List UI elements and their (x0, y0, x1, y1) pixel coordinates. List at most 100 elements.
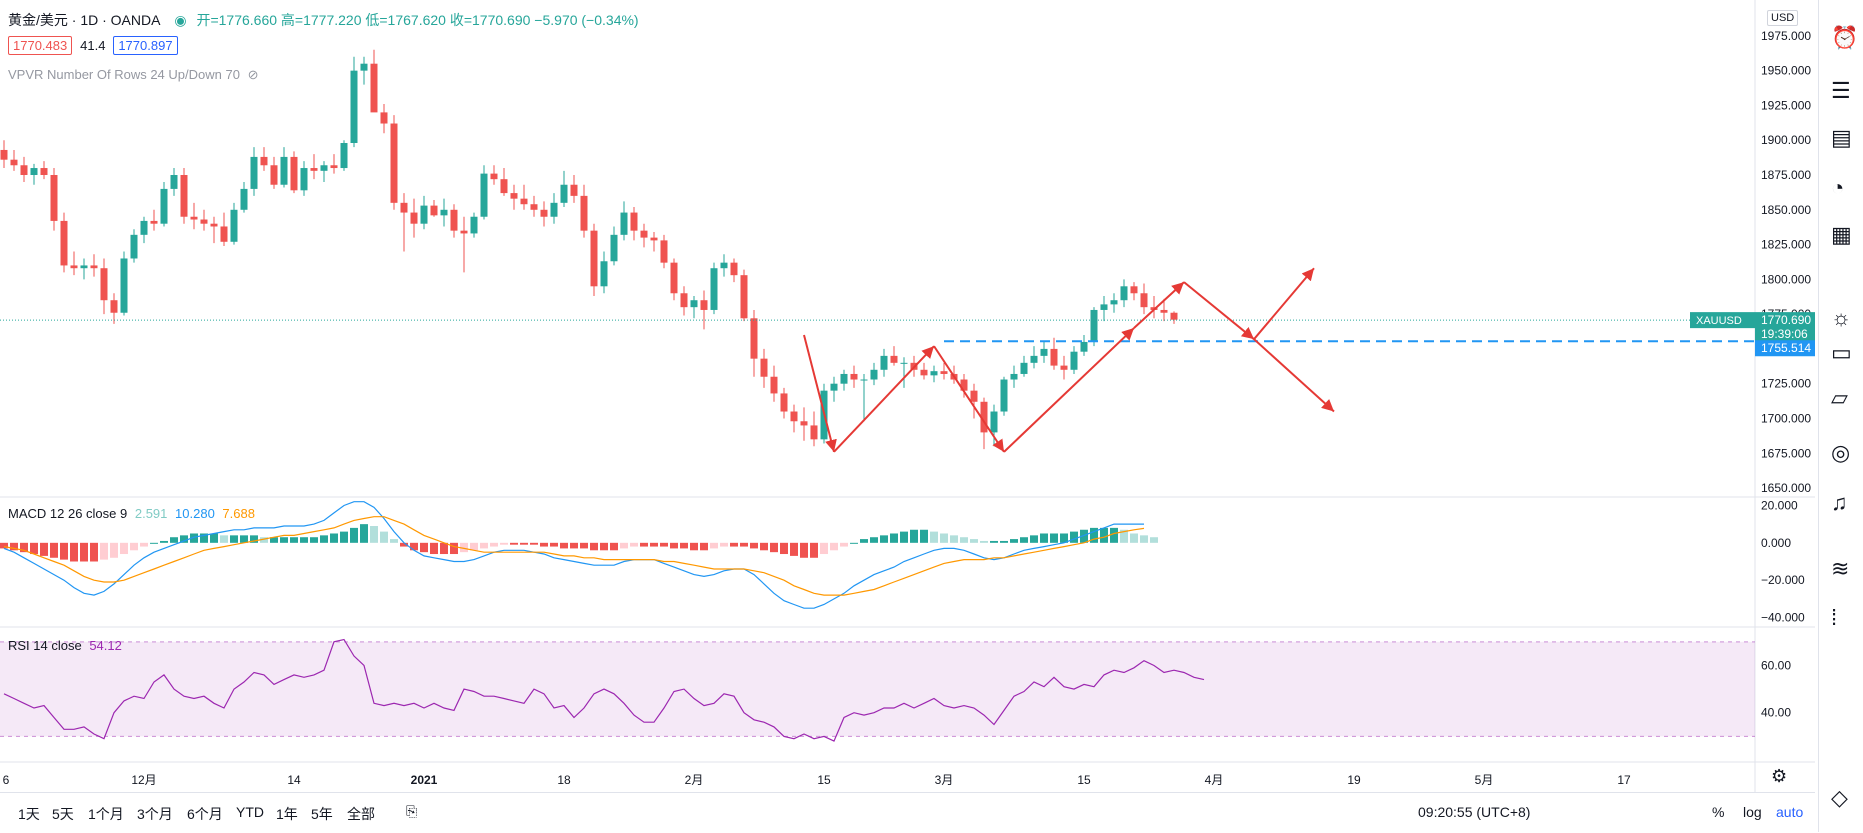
ohlc-values: 开=1776.660 高=1777.220 低=1767.620 收=1770.… (196, 12, 639, 28)
range-button-3[interactable]: 3个月 (137, 806, 173, 822)
candle-body (670, 262, 678, 294)
rsi-value: 54.12 (89, 638, 122, 653)
auto-toggle[interactable]: auto (1776, 804, 1804, 820)
date-range-icon[interactable]: ⎘ (406, 803, 418, 819)
ideas-icon[interactable]: ☼ (1831, 305, 1852, 330)
macd-histogram-bar (190, 533, 198, 543)
signal-icon[interactable]: ≋ (1831, 556, 1850, 581)
macd-name[interactable]: MACD 12 26 close 9 (8, 506, 128, 521)
time-tick-label: 14 (287, 773, 301, 787)
log-toggle[interactable]: log (1743, 804, 1762, 820)
candle-body (230, 209, 238, 242)
notification-bell-icon[interactable]: ♫ (1831, 490, 1848, 515)
chat-icon[interactable]: ▭ (1831, 340, 1852, 365)
candle-body (170, 175, 178, 189)
clock-time[interactable]: 09:20:55 (UTC+8) (1418, 804, 1531, 820)
macd-tick-label: 0.000 (1761, 536, 1791, 550)
range-button-8[interactable]: 全部 (347, 806, 375, 822)
chat-bubble-icon[interactable]: ▱ (1831, 385, 1848, 410)
layers-icon[interactable]: ◇ (1831, 785, 1848, 810)
candle-body (190, 216, 198, 220)
range-button-1[interactable]: 5天 (52, 806, 74, 822)
time-tick-label: 15 (817, 773, 831, 787)
calendar-icon[interactable]: ▦ (1831, 222, 1852, 247)
candle-body (0, 149, 8, 160)
macd-histogram-bar (390, 539, 398, 543)
candle-body (710, 268, 718, 310)
candle-body (1090, 309, 1098, 342)
rsi-name[interactable]: RSI 14 close (8, 638, 82, 653)
candle-body (200, 219, 208, 224)
candle-body (1060, 365, 1068, 370)
macd-histogram-bar (560, 542, 568, 549)
candle-body (100, 268, 108, 301)
candle-body (650, 237, 658, 241)
macd-histogram-bar (830, 542, 838, 551)
macd-histogram-bar (880, 535, 888, 543)
candle-body (120, 258, 128, 313)
eye-off-icon[interactable]: ⊘ (247, 67, 259, 82)
annotation-arrow (933, 345, 1005, 453)
bid-price[interactable]: 1770.483 (8, 36, 73, 55)
candle-body (1030, 355, 1038, 363)
grid-dots-icon[interactable]: ⁞ (1831, 605, 1838, 630)
candle-body (550, 202, 558, 217)
news-icon[interactable]: ▤ (1831, 125, 1852, 150)
spread-value: 41.4 (80, 38, 106, 53)
candle-body (1040, 348, 1048, 356)
macd-histogram-bar (980, 540, 988, 543)
candle-body (380, 112, 388, 124)
macd-histogram-bar (510, 542, 518, 545)
macd-histogram-bar (1090, 527, 1098, 543)
timer-icon[interactable]: ◔ (1831, 175, 1845, 200)
price-tick-label: 1850.000 (1761, 203, 1811, 217)
macd-histogram-bar (910, 529, 918, 543)
macd-histogram-bar (180, 535, 188, 543)
macd-histogram-bar (790, 542, 798, 556)
macd-histogram-bar (20, 542, 28, 553)
macd-histogram-bar (10, 542, 18, 551)
range-button-4[interactable]: 6个月 (187, 806, 223, 822)
candle-body (70, 265, 78, 269)
range-button-6[interactable]: 1年 (276, 806, 298, 822)
candle-body (900, 362, 908, 364)
currency-label[interactable]: USD (1767, 10, 1799, 26)
candle-body (970, 390, 978, 402)
candle-body (810, 425, 818, 440)
percent-toggle[interactable]: % (1712, 804, 1725, 820)
price-tick-label: 1700.000 (1761, 411, 1811, 425)
rsi-tick-label: 40.00 (1761, 706, 1791, 720)
macd-histogram-bar (690, 542, 698, 551)
candle-body (150, 220, 158, 224)
bulb-icon[interactable]: ◎ (1831, 440, 1851, 465)
macd-histogram-bar (1000, 540, 1008, 543)
ask-price[interactable]: 1770.897 (113, 36, 178, 55)
time-tick-label: 17 (1617, 773, 1631, 787)
candle-body (180, 175, 188, 217)
symbol-title[interactable]: 黄金/美元 · 1D · OANDA (8, 12, 161, 28)
macd-histogram-bar (270, 537, 278, 543)
level-label: 1755.514 (1761, 341, 1811, 355)
macd-histogram-bar (720, 542, 728, 547)
macd-histogram-bar (640, 542, 648, 547)
price-tick-label: 1975.000 (1761, 29, 1811, 43)
macd-histogram-bar (700, 542, 708, 551)
watchlist-icon[interactable]: ☰ (1831, 78, 1851, 103)
range-button-7[interactable]: 5年 (311, 806, 333, 822)
settings-gear-icon[interactable]: ⚙ (1771, 766, 1788, 786)
vpvr-legend: VPVR Number Of Rows 24 Up/Down 70 ⊘ (8, 67, 262, 83)
macd-histogram-bar (620, 542, 628, 549)
macd-histogram-bar (350, 527, 358, 543)
range-button-0[interactable]: 1天 (18, 806, 40, 822)
candle-body (750, 318, 758, 359)
range-button-5[interactable]: YTD (236, 804, 264, 820)
vpvr-label[interactable]: VPVR Number Of Rows 24 Up/Down 70 (8, 67, 240, 82)
candle-body (890, 355, 898, 363)
macd-histogram-bar (250, 535, 258, 543)
macd-histogram-bar (30, 542, 38, 555)
candle-body (270, 165, 278, 185)
alarm-clock-icon[interactable]: ⏰ (1831, 25, 1859, 50)
range-button-2[interactable]: 1个月 (88, 806, 124, 822)
